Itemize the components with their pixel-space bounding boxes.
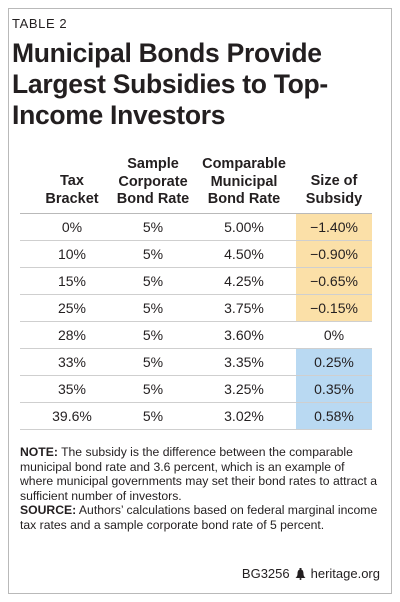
cell-bracket: 28%	[57, 327, 87, 343]
table-row: 28% 5% 3.60% 0%	[20, 322, 372, 349]
table-label: TABLE 2	[12, 16, 68, 31]
table-row: 15% 5% 4.25% −0.65%	[20, 268, 372, 295]
header-tax-bracket: Tax Bracket	[44, 173, 100, 208]
table-body: 0% 5% 5.00% −1.40% 10% 5% 4.50% −0.90% 1…	[20, 214, 372, 430]
cell-subsidy: −0.15%	[296, 295, 372, 321]
cell-bracket: 25%	[57, 300, 87, 316]
cell-bracket: 35%	[57, 381, 87, 397]
cell-municipal: 3.02%	[224, 408, 264, 424]
header-line: Comparable	[202, 156, 286, 172]
cell-municipal: 3.75%	[224, 300, 264, 316]
table-row: 10% 5% 4.50% −0.90%	[20, 241, 372, 268]
note-text: The subsidy is the difference between th…	[20, 445, 377, 503]
header-line: Municipal	[210, 173, 278, 190]
source-text: Authors’ calculations based on federal m…	[20, 503, 378, 532]
table-row: 33% 5% 3.35% 0.25%	[20, 349, 372, 376]
cell-corporate: 5%	[142, 354, 164, 370]
source-label: SOURCE:	[20, 503, 77, 518]
row-divider	[20, 267, 372, 268]
header-line: Corporate	[118, 173, 188, 190]
cell-subsidy: 0.35%	[296, 376, 372, 402]
header-line: Sample	[127, 156, 179, 172]
table-notes: NOTE: The subsidy is the difference betw…	[20, 445, 380, 533]
header-corporate-rate: Sample Corporate Bond Rate	[108, 156, 198, 209]
liberty-bell-icon	[295, 567, 306, 580]
footer: BG3256 heritage.org	[242, 566, 380, 581]
table-row: 35% 5% 3.25% 0.35%	[20, 376, 372, 403]
header-line: Bond Rate	[116, 191, 190, 207]
cell-subsidy: 0.25%	[296, 349, 372, 375]
cell-corporate: 5%	[142, 381, 164, 397]
cell-corporate: 5%	[142, 219, 164, 235]
cell-corporate: 5%	[142, 408, 164, 424]
cell-bracket: 39.6%	[52, 408, 92, 424]
cell-bracket: 10%	[57, 246, 87, 262]
header-subsidy: Size of Subsidy	[296, 173, 372, 208]
cell-bracket: 33%	[57, 354, 87, 370]
cell-subsidy: 0.58%	[296, 403, 372, 429]
footer-site: heritage.org	[310, 566, 380, 581]
row-divider	[20, 321, 372, 322]
note-label: NOTE:	[20, 445, 58, 459]
cell-bracket: 0%	[61, 219, 83, 235]
cell-municipal: 4.25%	[224, 273, 264, 289]
table-frame	[8, 8, 392, 594]
cell-subsidy: −1.40%	[296, 214, 372, 240]
header-line: Tax	[60, 173, 84, 189]
note-paragraph: NOTE: The subsidy is the difference betw…	[20, 445, 380, 503]
footer-code: BG3256	[241, 566, 290, 581]
cell-corporate: 5%	[142, 327, 164, 343]
table-row: 39.6% 5% 3.02% 0.58%	[20, 403, 372, 430]
row-divider	[20, 375, 372, 376]
table-row: 0% 5% 5.00% −1.40%	[20, 214, 372, 241]
table-row: 25% 5% 3.75% −0.15%	[20, 295, 372, 322]
cell-subsidy: −0.90%	[296, 241, 372, 267]
header-line: Bracket	[45, 190, 99, 207]
cell-corporate: 5%	[142, 273, 164, 289]
header-line: Size of	[310, 173, 358, 189]
cell-subsidy: −0.65%	[296, 268, 372, 294]
header-line: Subsidy	[305, 190, 363, 207]
row-divider	[20, 294, 372, 295]
row-divider	[20, 240, 372, 241]
header-municipal-rate: Comparable Municipal Bond Rate	[200, 156, 288, 209]
cell-municipal: 5.00%	[224, 219, 264, 235]
cell-municipal: 4.50%	[224, 246, 264, 262]
cell-corporate: 5%	[142, 246, 164, 262]
cell-municipal: 3.25%	[224, 381, 264, 397]
cell-corporate: 5%	[142, 300, 164, 316]
row-divider	[20, 402, 372, 403]
header-divider	[20, 213, 372, 214]
cell-subsidy: 0%	[296, 322, 372, 348]
cell-municipal: 3.35%	[224, 354, 264, 370]
page-title: Municipal Bonds Provide Largest Subsidie…	[12, 38, 328, 130]
cell-bracket: 15%	[57, 273, 87, 289]
header-line: Bond Rate	[207, 191, 281, 207]
row-divider	[20, 429, 372, 430]
cell-municipal: 3.60%	[224, 327, 264, 343]
source-paragraph: SOURCE: Authors’ calculations based on f…	[20, 503, 380, 532]
row-divider	[20, 348, 372, 349]
